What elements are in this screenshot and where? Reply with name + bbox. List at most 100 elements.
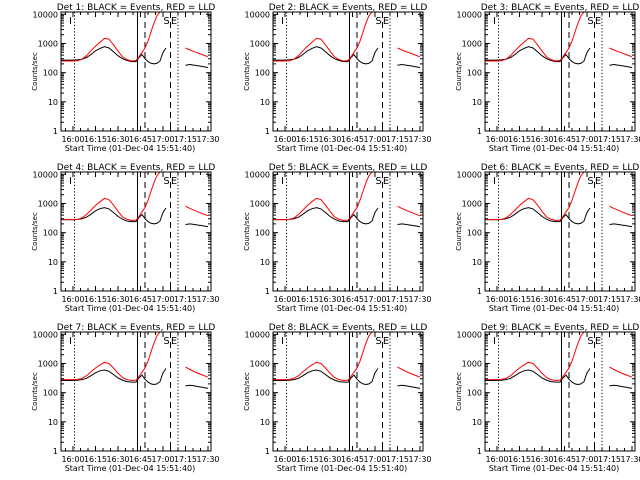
marker-label: E — [595, 336, 601, 347]
x-tick-label: 17:30 — [620, 295, 640, 304]
x-tick-label: 17:30 — [196, 295, 219, 304]
x-axis-label: Start Time (01-Dec-04 15:51:40) — [277, 304, 408, 313]
y-tick-label: 10 — [260, 98, 270, 107]
x-tick-label: 16:00 — [273, 295, 296, 304]
marker-label: S — [163, 16, 169, 27]
marker-label: E — [383, 176, 389, 187]
x-tick-label: 16:00 — [273, 135, 296, 144]
x-axis-label: Start Time (01-Dec-04 15:51:40) — [65, 304, 196, 313]
series-lld — [273, 331, 421, 382]
detector-panel-4: Det 4: BLACK = Events, RED = LLD I S E 1 10 10… — [31, 163, 220, 313]
y-axis-label: Counts/sec — [31, 372, 39, 411]
series-events — [273, 46, 421, 68]
x-tick-label: 16:15 — [296, 295, 319, 304]
panel-title: Det 5: BLACK = Events, RED = LLD — [269, 163, 428, 173]
x-tick-label: 17:15 — [386, 295, 409, 304]
y-tick-label: 1000 — [250, 39, 270, 48]
y-tick-label: 10000 — [33, 10, 58, 19]
panel-title: Det 2: BLACK = Events, RED = LLD — [269, 3, 428, 13]
y-tick-label: 10 — [48, 98, 58, 107]
y-tick-label: 1 — [265, 287, 270, 296]
detector-panel-5: Det 5: BLACK = Events, RED = LLD I S E 1 10 10… — [243, 163, 432, 313]
panel-title: Det 4: BLACK = Events, RED = LLD — [57, 163, 216, 173]
detector-panel-7: Det 7: BLACK = Events, RED = LLD I S E 1 10 10… — [31, 323, 220, 473]
x-tick-label: 16:15 — [508, 135, 531, 144]
panel-title: Det 1: BLACK = Events, RED = LLD — [57, 3, 216, 13]
marker-label: I — [281, 16, 284, 27]
plot-frame — [60, 331, 212, 452]
x-tick-label: 17:30 — [408, 135, 431, 144]
marker-label: I — [69, 336, 72, 347]
x-tick-label: 16:15 — [84, 295, 107, 304]
y-tick-label: 1 — [477, 447, 482, 456]
series-events — [61, 46, 209, 68]
x-tick-label: 16:45 — [553, 455, 576, 464]
y-tick-label: 100 — [255, 229, 270, 238]
y-tick-label: 10000 — [457, 10, 482, 19]
x-tick-label: 16:15 — [508, 455, 531, 464]
x-tick-label: 17:00 — [363, 295, 386, 304]
marker-label: I — [493, 176, 496, 187]
series-events — [485, 368, 633, 389]
y-axis-label: Counts/sec — [455, 52, 463, 91]
y-tick-label: 10000 — [245, 330, 270, 339]
marker-label: I — [69, 16, 72, 27]
plot-frame — [272, 11, 424, 132]
panel-title: Det 9: BLACK = Events, RED = LLD — [481, 323, 640, 333]
x-tick-label: 16:45 — [553, 135, 576, 144]
x-axis-label: Start Time (01-Dec-04 15:51:40) — [489, 144, 620, 153]
x-tick-label: 17:30 — [196, 135, 219, 144]
marker-label: E — [595, 16, 601, 27]
y-tick-label: 100 — [43, 389, 58, 398]
series-lld — [61, 171, 209, 222]
y-axis-label: Counts/sec — [243, 372, 251, 411]
x-tick-label: 16:45 — [553, 295, 576, 304]
y-tick-label: 100 — [43, 229, 58, 238]
x-axis-label: Start Time (01-Dec-04 15:51:40) — [489, 464, 620, 473]
marker-label: I — [493, 16, 496, 27]
marker-label: E — [171, 176, 177, 187]
marker-label: I — [281, 176, 284, 187]
marker-label: I — [281, 336, 284, 347]
y-tick-label: 10000 — [33, 170, 58, 179]
detector-panel-1: Det 1: BLACK = Events, RED = LLD I S E 1 10 10… — [31, 3, 220, 153]
y-tick-label: 100 — [43, 69, 58, 78]
detector-panel-8: Det 8: BLACK = Events, RED = LLD I S E 1 10 10… — [243, 323, 432, 473]
y-tick-label: 10000 — [245, 10, 270, 19]
x-tick-label: 17:15 — [174, 295, 197, 304]
x-tick-label: 16:30 — [530, 295, 553, 304]
x-tick-label: 16:15 — [84, 135, 107, 144]
x-tick-label: 17:00 — [575, 455, 598, 464]
x-axis-label: Start Time (01-Dec-04 15:51:40) — [65, 144, 196, 153]
y-tick-label: 1 — [265, 127, 270, 136]
x-axis-label: Start Time (01-Dec-04 15:51:40) — [489, 304, 620, 313]
x-tick-label: 16:15 — [296, 455, 319, 464]
y-tick-label: 1000 — [462, 39, 482, 48]
y-tick-label: 10000 — [33, 330, 58, 339]
x-tick-label: 16:00 — [61, 455, 84, 464]
y-axis-label: Counts/sec — [455, 372, 463, 411]
detector-panel-6: Det 6: BLACK = Events, RED = LLD I S E 1 10 10… — [455, 163, 640, 313]
plot-frame — [272, 171, 424, 292]
x-tick-label: 16:00 — [61, 295, 84, 304]
x-tick-label: 17:15 — [598, 455, 621, 464]
y-tick-label: 1000 — [38, 359, 58, 368]
x-tick-label: 16:45 — [341, 455, 364, 464]
x-tick-label: 16:30 — [318, 455, 341, 464]
marker-label: S — [375, 16, 381, 27]
x-tick-label: 16:15 — [508, 295, 531, 304]
marker-label: S — [375, 336, 381, 347]
x-tick-label: 16:45 — [129, 295, 152, 304]
y-tick-label: 100 — [255, 69, 270, 78]
series-events — [485, 207, 633, 228]
panel-title: Det 6: BLACK = Events, RED = LLD — [481, 163, 640, 173]
x-tick-label: 17:15 — [598, 135, 621, 144]
y-tick-label: 10 — [472, 98, 482, 107]
y-tick-label: 10 — [472, 258, 482, 267]
x-tick-label: 17:15 — [174, 455, 197, 464]
series-lld — [273, 11, 421, 62]
marker-label: S — [375, 176, 381, 187]
x-tick-label: 16:45 — [129, 455, 152, 464]
x-tick-label: 17:00 — [575, 295, 598, 304]
